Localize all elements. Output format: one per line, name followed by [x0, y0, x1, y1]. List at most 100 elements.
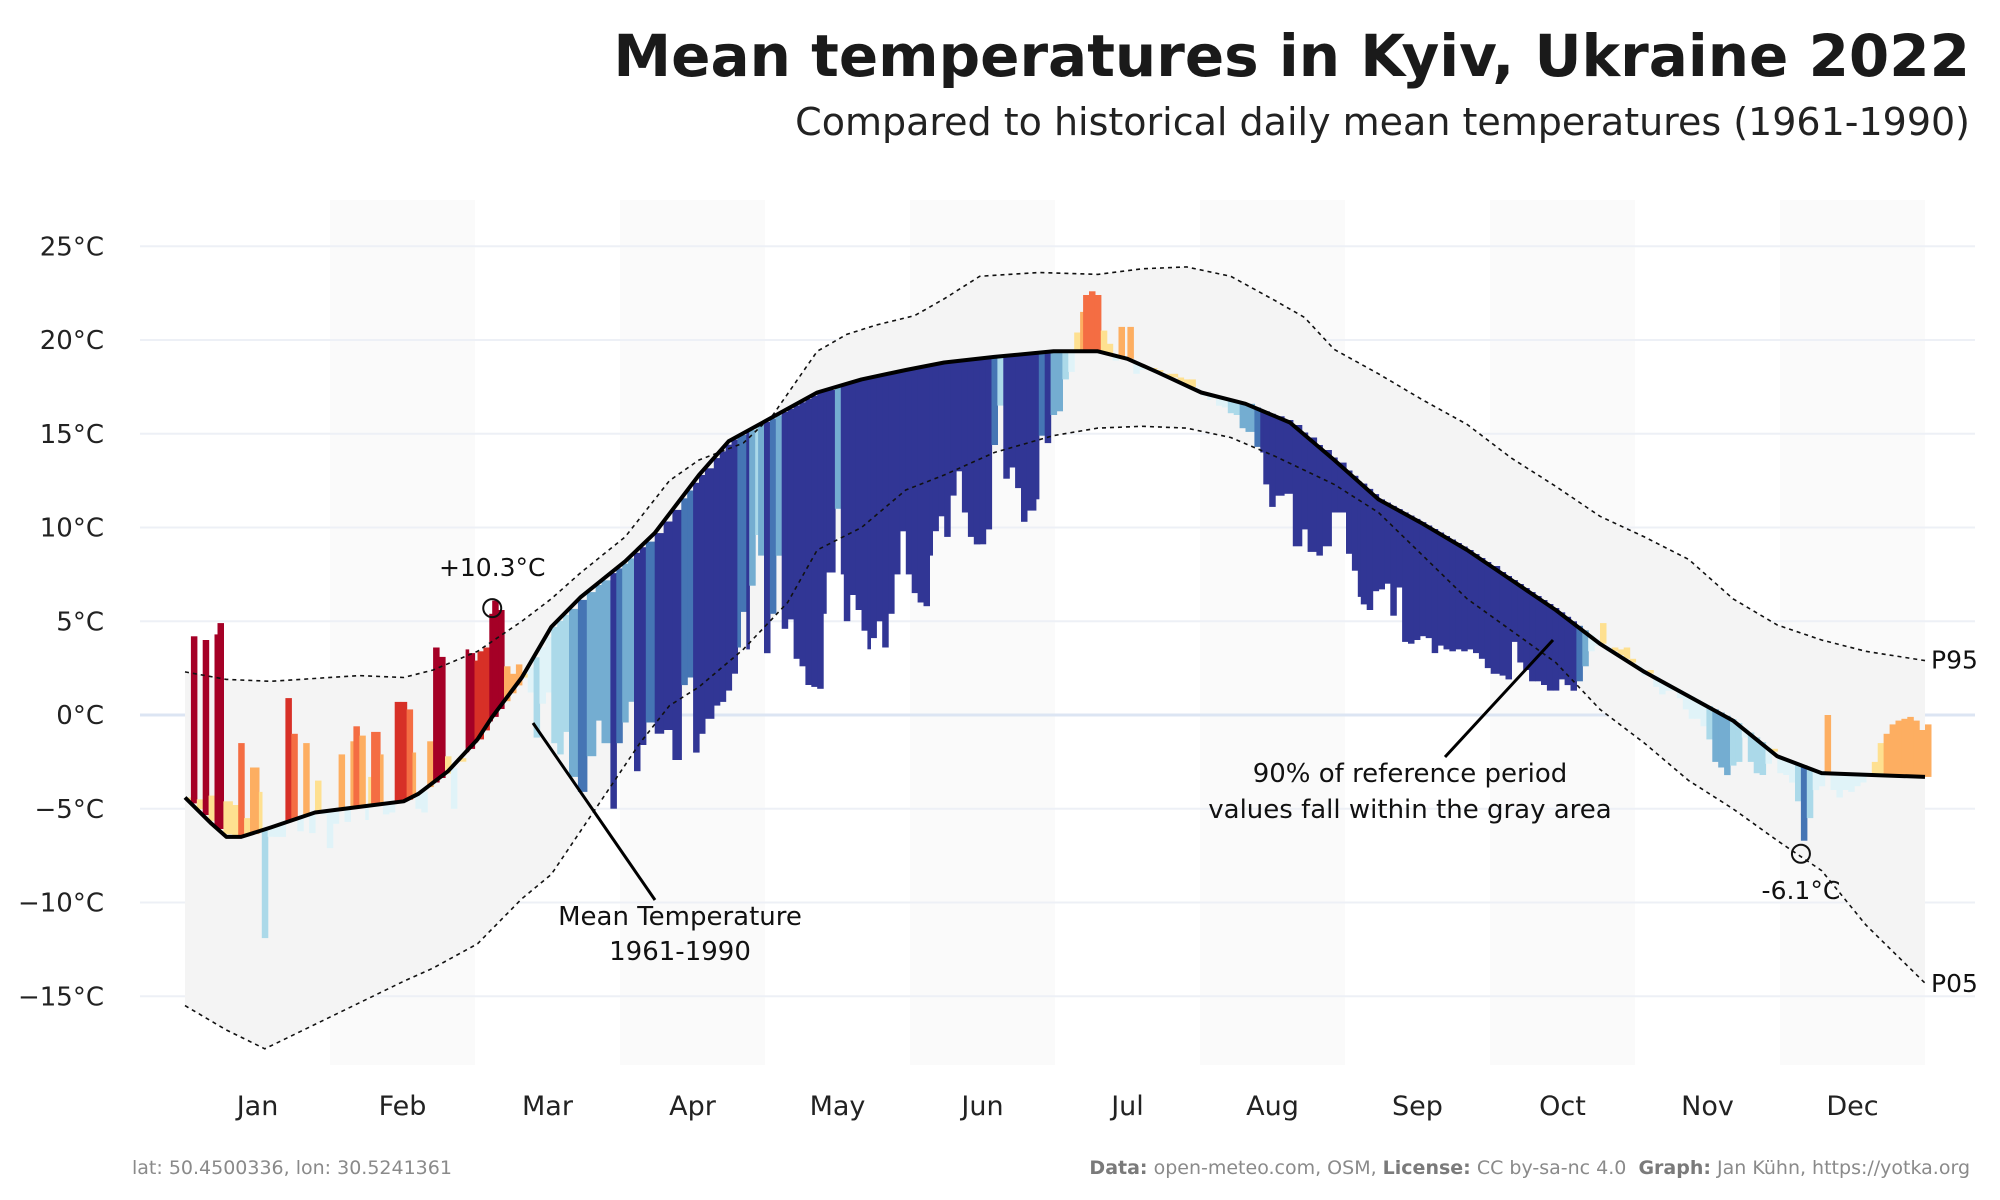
daily-bar	[950, 361, 957, 496]
daily-bar	[1322, 450, 1332, 547]
daily-bar	[1907, 716, 1914, 777]
daily-bar	[1617, 649, 1625, 655]
daily-bar	[1307, 437, 1318, 552]
chart-subtitle: Compared to historical daily mean temper…	[795, 100, 1970, 144]
daily-bar	[1089, 291, 1096, 352]
x-tick-label: Jan	[235, 1091, 279, 1122]
x-tick-label: Jun	[959, 1091, 1003, 1122]
daily-bar	[1523, 588, 1530, 670]
daily-bar	[1467, 550, 1474, 650]
daily-bar	[1443, 536, 1450, 650]
daily-bar	[1269, 413, 1276, 507]
daily-bar	[979, 358, 987, 545]
y-tick-label: −5°C	[35, 795, 104, 825]
daily-bar	[489, 613, 493, 722]
daily-bar	[202, 640, 210, 815]
daily-bar	[1629, 658, 1637, 663]
daily-bar	[956, 361, 963, 472]
daily-bar	[208, 795, 216, 821]
daily-bar	[601, 580, 611, 744]
daily-bar	[811, 395, 818, 687]
daily-bar	[882, 375, 889, 648]
daily-bar	[273, 826, 281, 837]
daily-bar	[371, 731, 381, 806]
daily-bar	[961, 360, 969, 513]
daily-bar	[1233, 400, 1241, 415]
daily-bar	[456, 758, 467, 762]
daily-bar	[1337, 462, 1347, 513]
daily-bar	[1283, 420, 1294, 494]
daily-bar	[1818, 772, 1826, 787]
daily-bar	[1789, 760, 1796, 783]
daily-bar	[1056, 351, 1063, 412]
daily-bar	[445, 756, 452, 774]
daily-bar	[504, 666, 511, 702]
daily-bar	[1800, 765, 1808, 841]
daily-bar	[261, 830, 269, 939]
daily-bar	[1207, 394, 1211, 400]
p05-line	[184, 425, 1926, 1050]
daily-anomaly-bars	[188, 291, 1932, 939]
daily-bar	[406, 709, 414, 800]
daily-bar	[672, 509, 682, 760]
daily-bar	[840, 385, 845, 575]
daily-bar	[793, 405, 801, 659]
daily-bar	[421, 791, 428, 813]
daily-bar	[1473, 554, 1480, 654]
daily-bar	[1227, 399, 1235, 414]
daily-bar	[332, 810, 340, 824]
daily-bar	[713, 458, 721, 706]
x-tick-label: Aug	[1246, 1091, 1299, 1122]
daily-bar	[1535, 596, 1542, 682]
daily-bar	[616, 568, 623, 744]
daily-bar	[1100, 330, 1108, 352]
y-tick-label: 20°C	[40, 326, 104, 356]
daily-bar	[1346, 470, 1353, 554]
daily-bar	[929, 365, 933, 556]
daily-bar	[1735, 723, 1743, 762]
x-tick-label: Dec	[1826, 1091, 1878, 1122]
daily-bar	[1877, 743, 1885, 776]
daily-bar	[315, 780, 322, 813]
daily-bar	[1913, 720, 1920, 777]
daily-bar	[985, 357, 993, 530]
daily-bar	[634, 552, 641, 772]
daily-bar	[1724, 715, 1731, 776]
daily-bar	[1035, 352, 1040, 500]
daily-bar	[769, 418, 777, 614]
daily-bar	[843, 384, 851, 622]
daily-bar	[1765, 746, 1772, 764]
daily-bar	[1490, 566, 1501, 674]
daily-bar	[1351, 475, 1359, 571]
band-leader-line	[1443, 638, 1555, 759]
daily-bar	[731, 439, 738, 674]
daily-bar	[932, 364, 939, 532]
daily-bar	[1795, 763, 1802, 802]
daily-bar	[663, 521, 674, 730]
daily-bar	[1895, 720, 1902, 776]
daily-bar	[870, 377, 877, 639]
daily-bar	[805, 399, 812, 685]
daily-bar	[888, 373, 895, 614]
daily-bar	[258, 791, 263, 832]
min-marker	[1790, 843, 1811, 864]
credits-footer: Data: open-meteo.com, OSM, License: CC b…	[1089, 1157, 1970, 1179]
daily-bar	[1883, 733, 1891, 776]
daily-bar	[1718, 712, 1725, 768]
daily-bar	[610, 573, 617, 809]
daily-bar	[1419, 522, 1427, 637]
daily-bar	[1026, 353, 1037, 511]
daily-bar	[412, 752, 417, 797]
daily-bar	[1378, 499, 1385, 590]
daily-bar	[196, 799, 204, 810]
daily-bar	[350, 741, 354, 809]
daily-bar	[758, 425, 765, 556]
daily-bar	[1413, 518, 1421, 640]
daily-bar	[388, 803, 396, 813]
daily-bar	[693, 482, 700, 753]
daily-bar	[297, 818, 304, 832]
daily-bar	[1871, 761, 1879, 775]
daily-bar	[654, 533, 665, 734]
daily-bar	[1015, 354, 1022, 489]
x-tick-label: Feb	[379, 1091, 427, 1122]
